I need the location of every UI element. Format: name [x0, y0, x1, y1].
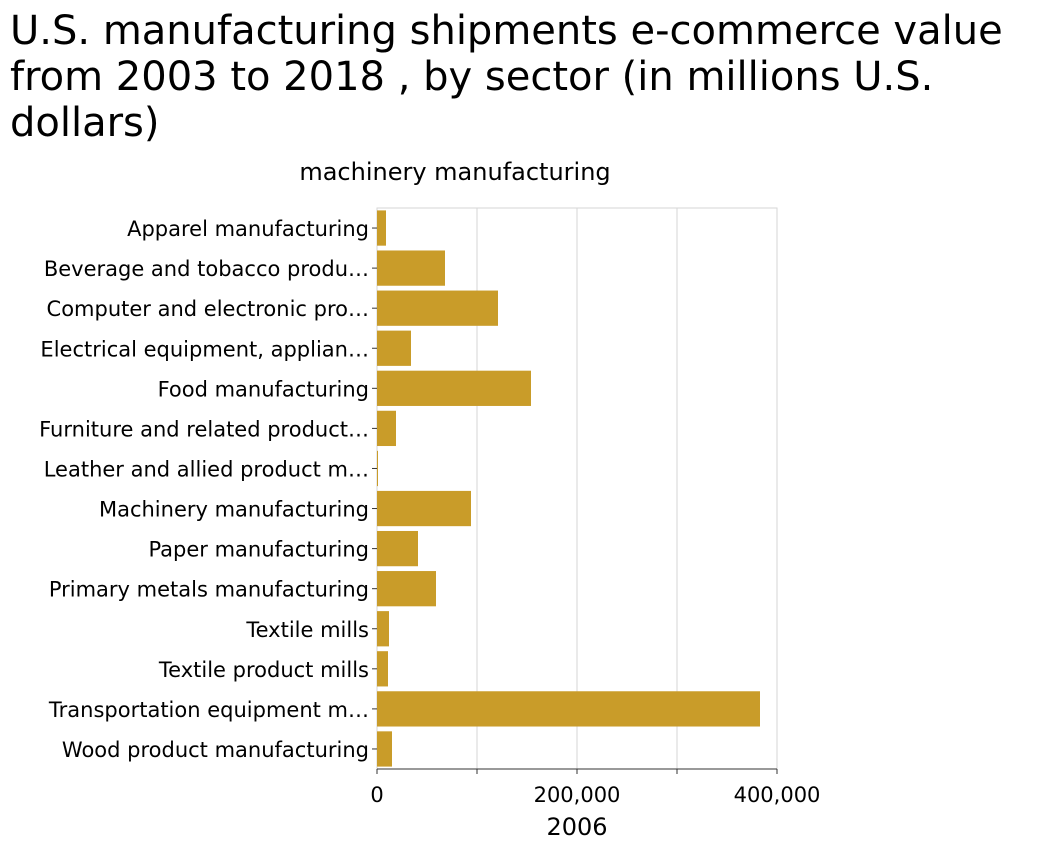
category-label: Electrical equipment, applian… — [40, 337, 369, 361]
bar — [377, 611, 389, 647]
category-label: Textile mills — [245, 618, 369, 642]
bar — [377, 330, 411, 366]
bars — [377, 210, 760, 767]
bar — [377, 290, 498, 326]
category-label: Transportation equipment m… — [48, 698, 369, 722]
bar — [377, 731, 392, 767]
category-label: Paper manufacturing — [148, 538, 369, 562]
y-axis-label: machinery manufacturing — [299, 158, 610, 186]
bar — [377, 530, 418, 567]
bar — [377, 490, 471, 527]
bar — [377, 370, 531, 406]
category-label: Machinery manufacturing — [99, 498, 369, 522]
category-label: Beverage and tobacco produ… — [44, 257, 369, 281]
chart-title: U.S. manufacturing shipments e-commerce … — [10, 8, 1003, 146]
category-label: Textile product mills — [158, 658, 369, 682]
bar — [377, 210, 386, 246]
category-label: Food manufacturing — [158, 377, 369, 401]
bar — [377, 450, 378, 487]
x-axis-ticks: 0 200,000 400,000 — [370, 768, 821, 807]
x-tick-label: 400,000 — [734, 783, 821, 807]
category-label: Primary metals manufacturing — [49, 578, 369, 602]
bar — [377, 250, 445, 286]
bar — [377, 691, 760, 727]
x-tick-label: 0 — [370, 783, 383, 807]
bar — [377, 571, 436, 607]
bar — [377, 410, 396, 447]
category-label: Leather and allied product m… — [44, 457, 369, 481]
x-axis-label: 2006 — [546, 813, 607, 841]
category-label: Computer and electronic pro… — [47, 297, 369, 321]
category-label: Furniture and related product… — [39, 417, 369, 441]
category-label: Wood product manufacturing — [62, 738, 369, 762]
bar — [377, 651, 388, 687]
x-tick-label: 200,000 — [534, 783, 621, 807]
category-labels: Apparel manufacturing Beverage and tobacc… — [39, 217, 377, 762]
category-label: Apparel manufacturing — [127, 217, 369, 241]
